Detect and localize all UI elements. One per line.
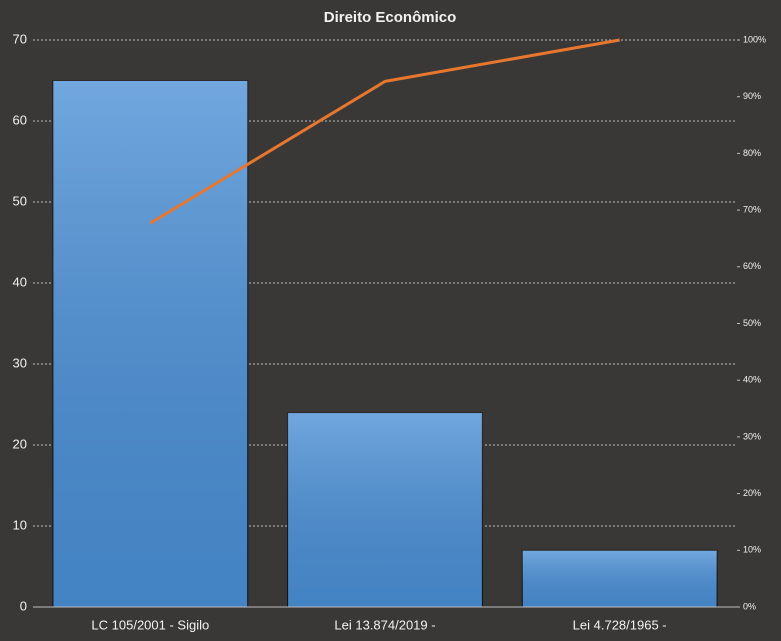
y2-tick-label: 70%: [743, 204, 761, 214]
y-tick-label: 0: [20, 598, 27, 613]
bar: [287, 412, 483, 608]
y2-tick-label: 10%: [743, 545, 761, 555]
y2-tick-label: 60%: [743, 261, 761, 271]
bar: [52, 80, 249, 608]
y-tick-label: 40: [13, 274, 27, 289]
y2-tick-label: 100%: [743, 34, 766, 44]
y2-tick-label: 30%: [743, 431, 761, 441]
y-tick-label: 70: [13, 31, 27, 46]
bar: [521, 549, 718, 608]
y-tick-label: 10: [13, 517, 27, 532]
y2-tick-label: 90%: [743, 91, 761, 101]
x-tick-label: Lei 4.728/1965 -: [573, 617, 667, 632]
y-tick-label: 60: [13, 112, 27, 127]
y2-tick-label: 50%: [743, 318, 761, 328]
y2-tick-label: 80%: [743, 148, 761, 158]
y-tick-label: 50: [13, 193, 27, 208]
chart-title: Direito Econômico: [324, 9, 457, 26]
y2-tick-label: 0%: [743, 601, 756, 611]
y2-tick-label: 40%: [743, 375, 761, 385]
y2-tick-label: 20%: [743, 488, 761, 498]
y-tick-label: 20: [13, 436, 27, 451]
x-tick-label: LC 105/2001 - Sigilo: [91, 617, 209, 632]
y-tick-label: 30: [13, 355, 27, 370]
cumulative-line: [149, 38, 620, 225]
x-tick-label: Lei 13.874/2019 -: [334, 617, 435, 632]
